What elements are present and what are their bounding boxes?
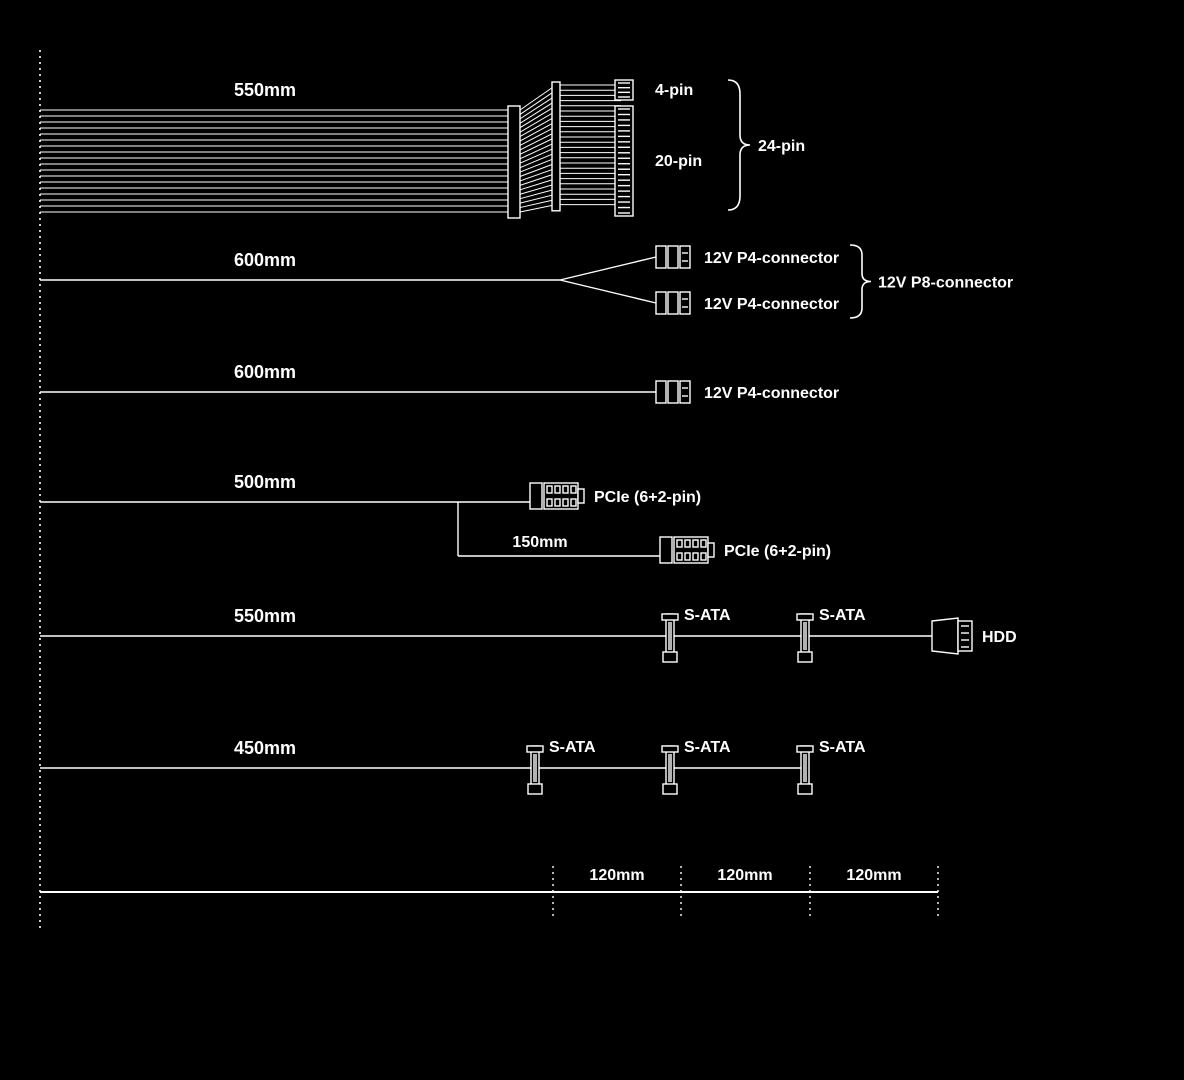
atx-length-label: 550mm <box>234 80 296 100</box>
sata-triple-label-2: S-ATA <box>819 739 866 756</box>
sata-label-1: S-ATA <box>819 607 866 624</box>
hdd-connector-icon <box>932 618 958 654</box>
pcie-length-label: 500mm <box>234 472 296 492</box>
pcie-label-2: PCIe (6+2-pin) <box>724 543 831 560</box>
background <box>0 0 1184 1080</box>
pcie-label-1: PCIe (6+2-pin) <box>594 489 701 506</box>
pcie-ext-label: 150mm <box>512 534 567 551</box>
atx-group-label: 24-pin <box>758 138 805 155</box>
sata-hdd-length-label: 550mm <box>234 606 296 626</box>
ruler-segment-label-2: 120mm <box>846 867 901 884</box>
sata-label-0: S-ATA <box>684 607 731 624</box>
atx-20pin-label: 20-pin <box>655 153 702 170</box>
p4-connector-label-1: 12V P4-connector <box>704 296 839 313</box>
ruler-segment-label-0: 120mm <box>589 867 644 884</box>
sata-triple-label-1: S-ATA <box>684 739 731 756</box>
psu-cable-diagram: 550mm 4-pin 20-pin 24-pin 600mm 12V P4-connec… <box>0 0 1184 1080</box>
sata-triple-length-label: 450mm <box>234 738 296 758</box>
ruler-segment-label-1: 120mm <box>717 867 772 884</box>
p8-group-label: 12V P8-connector <box>878 275 1013 292</box>
p4-length-label: 600mm <box>234 362 296 382</box>
sata-triple-label-0: S-ATA <box>549 739 596 756</box>
p4-connector-label-0: 12V P4-connector <box>704 250 839 267</box>
p8-length-label: 600mm <box>234 250 296 270</box>
hdd-label: HDD <box>982 629 1017 646</box>
atx-4pin-label: 4-pin <box>655 82 693 99</box>
p4-single-label: 12V P4-connector <box>704 385 839 402</box>
